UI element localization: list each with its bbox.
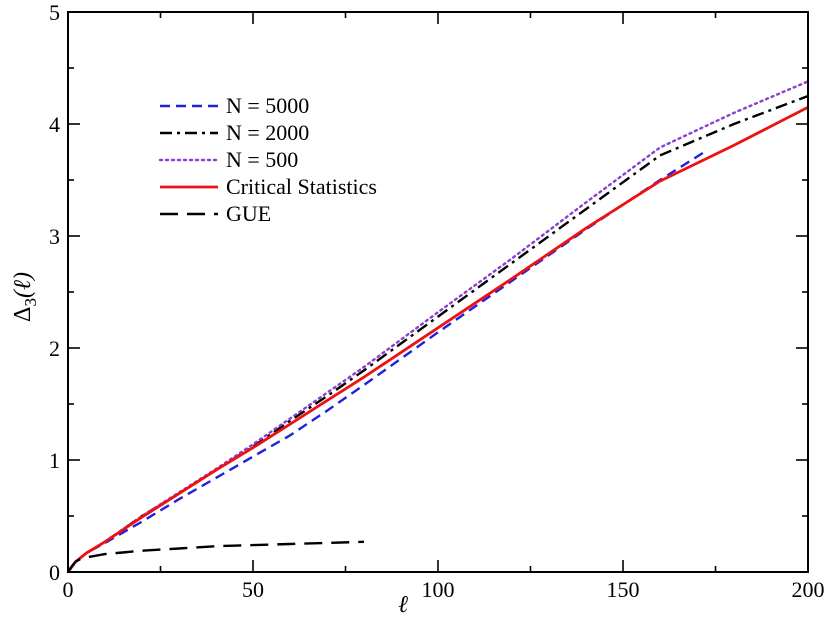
legend-label: GUE xyxy=(226,201,271,226)
series-line-4 xyxy=(66,105,809,573)
y-axis-label-arg: (ℓ) xyxy=(10,272,36,298)
tick-labels: 0 50 100 150 200 0 1 2 3 4 5 xyxy=(49,0,825,602)
svg-text:Δ3(ℓ): Δ3(ℓ) xyxy=(10,272,40,322)
x-tick-label: 0 xyxy=(63,577,74,602)
y-axis-label: Δ3(ℓ) xyxy=(10,272,40,322)
y-tick-label: 4 xyxy=(49,112,60,137)
axis-ticks xyxy=(67,11,809,573)
legend-label: N = 5000 xyxy=(226,93,309,118)
series-line-2 xyxy=(67,94,809,573)
y-tick-label: 3 xyxy=(49,224,60,249)
x-tick-label: 50 xyxy=(242,577,264,602)
legend-label: Critical Statistics xyxy=(226,174,377,199)
y-tick-label: 1 xyxy=(49,448,60,473)
x-tick-label: 100 xyxy=(422,577,455,602)
x-tick-label: 200 xyxy=(792,577,825,602)
legend-label: N = 2000 xyxy=(226,120,309,145)
y-tick-label: 2 xyxy=(49,336,60,361)
series-line-5 xyxy=(66,540,365,573)
series-group xyxy=(66,80,810,574)
x-axis-label: ℓ xyxy=(398,592,408,618)
plot-frame xyxy=(67,11,809,573)
x-tick-label: 150 xyxy=(607,577,640,602)
y-axis-label-main: Δ xyxy=(10,307,36,322)
legend-label: N = 500 xyxy=(226,147,298,172)
y-axis-label-sub: 3 xyxy=(21,298,40,307)
y-tick-label: 0 xyxy=(49,560,60,585)
y-tick-label: 5 xyxy=(49,0,60,25)
